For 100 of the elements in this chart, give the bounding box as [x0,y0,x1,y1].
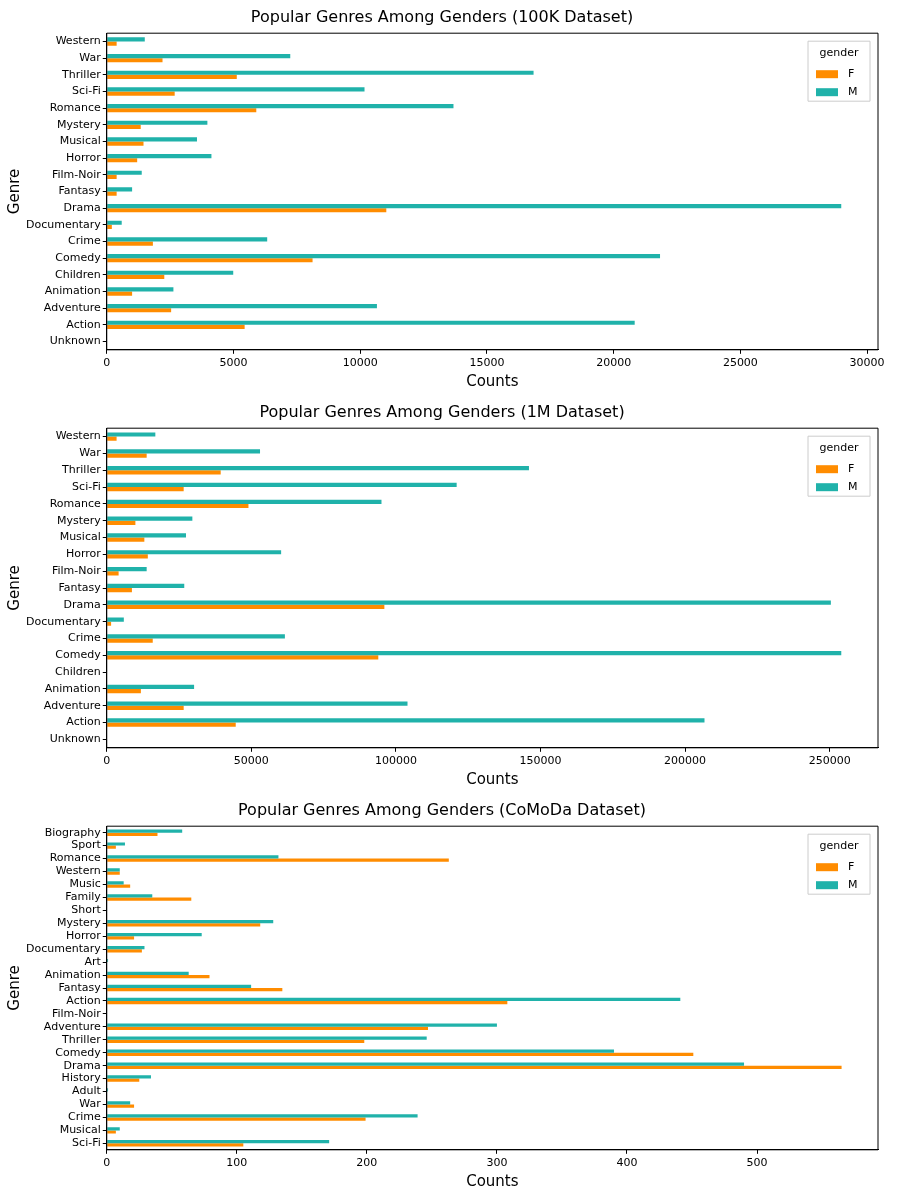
bar [107,220,122,225]
bar [107,971,189,976]
bar [107,655,379,660]
x-tick-label: 100 [226,1156,248,1170]
y-tick-label: Musical [59,134,101,148]
bar [107,287,174,292]
y-tick-label: Horror [65,151,102,165]
x-tick-label: 0 [103,754,111,768]
bar [107,324,245,329]
y-tick-label: Drama [63,201,101,215]
y-tick-label: Sport [71,838,102,852]
bar [107,984,252,988]
y-tick-label: Adult [72,1084,102,1098]
bar [107,722,236,727]
x-tick-label: 15000 [469,356,505,370]
bar [107,291,133,296]
y-tick-label: Animation [44,681,101,695]
y-tick-label: Animation [44,284,101,298]
y-tick-label: Romance [49,496,101,510]
y-tick-label: History [61,1071,102,1085]
bar [107,1104,135,1108]
bar [107,58,163,63]
bar [107,466,529,471]
bar [107,470,221,475]
y-axis-title: Genre [4,168,23,215]
bar [107,571,119,576]
bar [107,829,183,833]
x-tick-label: 0 [103,1156,111,1170]
bar [107,1127,120,1131]
bar [107,842,125,846]
bar [107,503,249,509]
y-tick-label: Animation [44,967,101,981]
y-tick-label: Children [54,664,101,678]
x-tick-label: 250000 [808,754,851,768]
bar [107,187,133,192]
bar [107,253,661,259]
bar [107,258,313,263]
x-axis-title: Counts [466,371,519,390]
x-tick-label: 0 [103,356,111,370]
y-tick-label: Sci-Fi [72,479,101,493]
bar [107,499,382,504]
chart-title: Popular Genres Among Genders (1M Dataset) [259,401,625,421]
bar [107,237,268,242]
bar [107,74,237,80]
x-tick-label: 500 [746,1156,768,1170]
y-tick-label: Fantasy [58,580,102,594]
bar [107,533,186,538]
bar [107,1075,151,1079]
x-tick-label: 5000 [219,356,248,370]
bar [107,208,387,213]
bar [107,1036,427,1040]
x-tick-label: 50000 [233,754,269,768]
y-tick-label: Fantasy [58,980,102,994]
bar [107,604,385,610]
y-tick-label: Fantasy [58,184,102,198]
bar [107,37,145,42]
legend-label: M [848,878,858,892]
bar [107,270,234,275]
bar [107,701,408,706]
bar [107,949,142,953]
x-tick-label: 300 [486,1156,508,1170]
y-tick-label: Horror [65,547,102,561]
y-tick-label: Mystery [56,513,102,527]
y-axis-title: Genre [4,965,23,1011]
bar [107,241,153,246]
y-tick-label: Romance [49,851,101,865]
bar [107,154,212,159]
bar [107,537,145,542]
bar [107,997,681,1001]
x-tick-label: 30000 [849,356,885,370]
legend-label: F [848,860,855,874]
x-tick-label: 20000 [596,356,632,370]
y-tick-label: Art [84,954,102,968]
bar [107,1114,418,1118]
y-tick-label: Adventure [43,1019,101,1033]
bar [107,303,377,309]
bar [107,855,279,859]
bar [107,923,261,927]
bar [107,436,117,441]
y-tick-label: War [79,51,102,65]
y-tick-label: Comedy [55,1045,102,1059]
y-tick-label: Horror [65,929,102,943]
bar [107,87,365,92]
y-tick-label: Comedy [55,648,102,662]
y-tick-label: Thriller [61,1032,102,1046]
y-tick-label: Sci-Fi [72,1136,101,1150]
bar [107,684,195,689]
bar [107,137,197,142]
bar [107,1117,366,1121]
bar [107,108,257,113]
chart-title: Popular Genres Among Genders (100K Dataset) [250,6,634,26]
y-tick-label: Drama [63,597,101,611]
bar [107,975,210,979]
y-tick-label: Action [66,715,101,729]
bar [107,120,208,125]
bar [107,453,147,458]
bar [107,936,135,940]
y-tick-label: Western [55,429,101,443]
x-tick-label: 200000 [664,754,707,768]
x-axis-title: Counts [466,769,519,788]
